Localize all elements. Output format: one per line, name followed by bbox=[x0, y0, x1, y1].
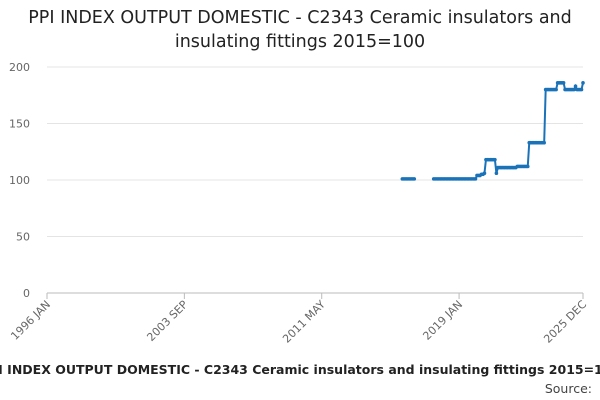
x-tick-label: 2019 JAN bbox=[420, 298, 465, 343]
chart: 0 50 100 150 200 1996 JAN 2003 SEP 2011 MAY 2019… bbox=[8, 61, 589, 346]
point bbox=[493, 157, 497, 162]
y-tick-label: 100 bbox=[9, 174, 30, 187]
y-tick-label: 50 bbox=[16, 231, 30, 244]
point bbox=[542, 140, 546, 145]
point bbox=[554, 87, 558, 92]
point bbox=[579, 87, 584, 92]
point bbox=[561, 81, 566, 85]
x-tick-label: 2025 DEC bbox=[541, 298, 589, 346]
point bbox=[473, 177, 478, 181]
point bbox=[482, 171, 487, 176]
point bbox=[573, 84, 578, 89]
point bbox=[581, 81, 585, 85]
point bbox=[572, 87, 576, 92]
point bbox=[412, 177, 417, 181]
y-tick-label: 0 bbox=[23, 287, 30, 300]
point bbox=[494, 171, 499, 176]
caption-text: PPI INDEX OUTPUT DOMESTIC - C2343 Cerami… bbox=[0, 362, 600, 377]
x-tick-label: 1996 JAN bbox=[8, 298, 53, 343]
line bbox=[402, 81, 584, 180]
y-tick-label: 150 bbox=[9, 118, 30, 131]
chart-title: PPI INDEX OUTPUT DOMESTIC - C2343 Cerami… bbox=[28, 8, 572, 52]
point bbox=[525, 164, 530, 169]
x-tick-label: 2011 MAY bbox=[280, 298, 328, 346]
x-tick-label: 2003 SEP bbox=[144, 298, 190, 344]
source: Source: bbox=[544, 381, 592, 396]
caption: PPI INDEX OUTPUT DOMESTIC - C2343 Cerami… bbox=[0, 362, 600, 377]
y-tick-label: 200 bbox=[9, 61, 30, 74]
